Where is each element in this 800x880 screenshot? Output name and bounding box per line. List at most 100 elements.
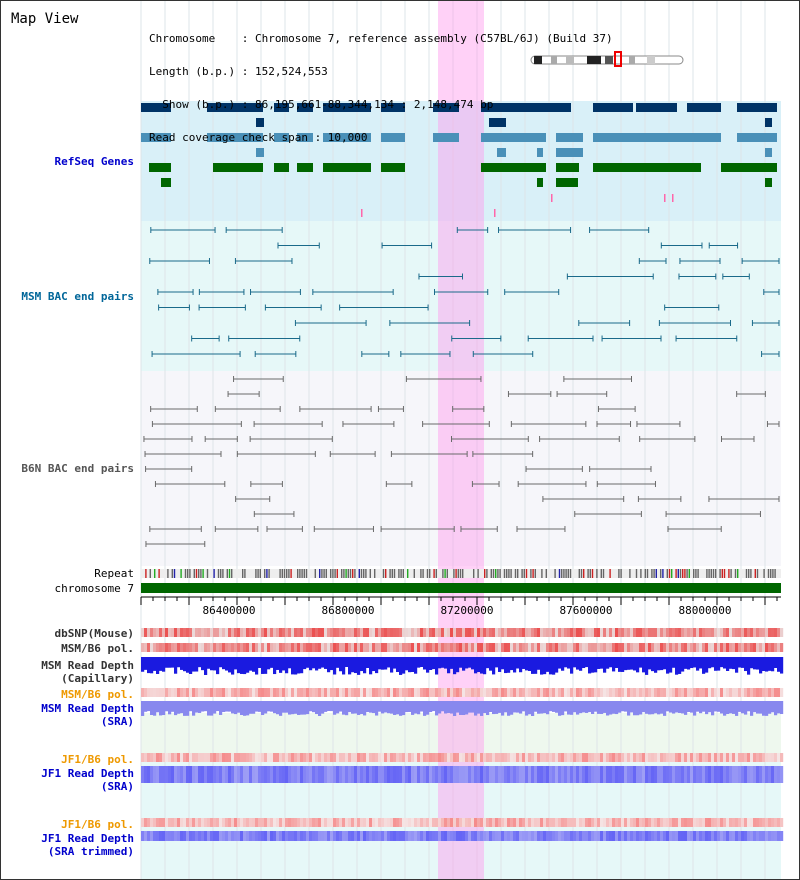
msm-pol-cell xyxy=(636,643,640,652)
msm-depth-cap-bar xyxy=(750,657,754,669)
region-info: Chromosome : Chromosome 7, reference ass… xyxy=(149,11,613,165)
dbsnp-cell xyxy=(765,628,769,637)
jf1-pol-cell xyxy=(549,753,553,762)
chromosome-ideogram[interactable] xyxy=(530,51,684,67)
msm-depth-cap-bar xyxy=(306,657,310,668)
repeat-feature xyxy=(202,569,204,578)
jf1-pol-cell xyxy=(489,753,493,762)
msm-pol-cell xyxy=(534,643,538,652)
dbsnp-cell xyxy=(270,628,274,637)
msm-sra-pol-cell xyxy=(735,688,739,697)
msm-depth-cap-bar xyxy=(450,657,454,669)
label-refseq-genes[interactable]: RefSeq Genes xyxy=(54,155,134,168)
jf1-trim-cell xyxy=(387,831,391,841)
label-msm-depth-capillary[interactable]: MSM Read Depth xyxy=(41,659,134,672)
jf1-pol2-cell xyxy=(495,818,499,827)
jf1-pol2-cell xyxy=(345,818,349,827)
msm-depth-cap-bar xyxy=(633,657,637,671)
jf1-pol2-cell xyxy=(348,818,352,827)
msm-sra-pol-cell xyxy=(453,688,457,697)
jf1-trim-cell xyxy=(546,831,550,841)
b6n-bac-track[interactable] xyxy=(143,376,780,547)
heatmap-tracks[interactable] xyxy=(141,628,784,841)
jf1-pol2-cell xyxy=(498,818,502,827)
msm-pol-cell xyxy=(258,643,262,652)
label-jf1-b6-pol[interactable]: JF1/B6 pol. xyxy=(61,753,134,766)
jf1-trim-cell xyxy=(657,831,661,841)
repeat-feature xyxy=(323,569,325,578)
dbsnp-cell xyxy=(648,628,652,637)
msm-depth-sra-bar xyxy=(684,701,688,715)
label-msm-b6-pol-sra[interactable]: MSM/B6 pol. xyxy=(61,688,134,701)
dbsnp-cell xyxy=(531,628,535,637)
repeat-feature xyxy=(180,569,182,578)
msm-pol-cell xyxy=(399,643,403,652)
jf1-pol2-cell xyxy=(714,818,718,827)
msm-sra-pol-cell xyxy=(531,688,535,697)
jf1-pol2-cell xyxy=(195,818,199,827)
msm-sra-pol-cell xyxy=(654,688,658,697)
label-jf1-depth-sra[interactable]: JF1 Read Depth xyxy=(41,767,134,780)
jf1-pol2-cell xyxy=(486,818,490,827)
jf1-pol2-cell xyxy=(204,818,208,827)
jf1-pol-cell xyxy=(555,753,559,762)
msm-depth-cap-bar xyxy=(675,657,679,675)
jf1-pol-cell xyxy=(687,753,691,762)
label-b6n-bac[interactable]: B6N BAC end pairs xyxy=(21,462,134,475)
msm-pol-cell xyxy=(672,643,676,652)
label-msm-b6-pol[interactable]: MSM/B6 pol. xyxy=(61,642,134,655)
label-msm-depth-sra[interactable]: MSM Read Depth xyxy=(41,702,134,715)
msm-pol-cell xyxy=(441,643,445,652)
jf1-trim-cell xyxy=(630,831,634,841)
gene-feature xyxy=(161,178,171,187)
msm-depth-sra-bar xyxy=(441,701,445,712)
dbsnp-cell xyxy=(516,628,520,637)
dbsnp-cell xyxy=(351,628,355,637)
jf1-depth-cell xyxy=(774,766,778,783)
jf1-trim-cell xyxy=(747,831,751,841)
msm-depth-cap-bar xyxy=(753,657,757,670)
jf1-pol2-cell xyxy=(696,818,700,827)
label-jf1-b6-pol-2[interactable]: JF1/B6 pol. xyxy=(61,818,134,831)
msm-pol-cell xyxy=(759,643,763,652)
msm-sra-pol-cell xyxy=(234,688,238,697)
msm-depth-cap-bar xyxy=(495,657,499,668)
msm-pol-cell xyxy=(522,643,526,652)
selection-highlight[interactable] xyxy=(438,1,484,880)
repeat-track[interactable] xyxy=(145,569,776,578)
chromosome-bar[interactable] xyxy=(141,583,781,593)
jf1-depth-cell xyxy=(438,766,442,783)
jf1-depth-cell xyxy=(225,766,229,783)
msm-depth-sra-bar xyxy=(744,701,748,715)
dbsnp-cell xyxy=(156,628,160,637)
jf1-pol2-cell xyxy=(438,818,442,827)
refseq-genes-track[interactable] xyxy=(141,103,777,217)
jf1-depth-cell xyxy=(357,766,361,783)
msm-bac-track[interactable] xyxy=(149,227,780,357)
msm-depth-cap-bar xyxy=(444,657,448,669)
label-dbsnp[interactable]: dbSNP(Mouse) xyxy=(54,627,134,640)
msm-sra-pol-cell xyxy=(696,688,700,697)
jf1-trim-cell xyxy=(594,831,598,841)
gene-feature xyxy=(381,103,405,112)
jf1-trim-cell xyxy=(219,831,223,841)
msm-pol-cell xyxy=(696,643,700,652)
jf1-pol2-cell xyxy=(372,818,376,827)
msm-depth-sra-bar xyxy=(264,701,268,714)
jf1-trim-cell xyxy=(204,831,208,841)
dbsnp-cell xyxy=(735,628,739,637)
msm-depth-sra-bar xyxy=(549,701,553,712)
jf1-trim-cell xyxy=(372,831,376,841)
jf1-trim-cell xyxy=(168,831,172,841)
dbsnp-cell xyxy=(333,628,337,637)
msm-depth-cap-bar xyxy=(384,657,388,670)
msm-depth-sra-bar xyxy=(324,701,328,712)
label-msm-bac[interactable]: MSM BAC end pairs xyxy=(21,290,134,303)
jf1-pol-cell xyxy=(201,753,205,762)
msm-depth-cap-bar xyxy=(237,657,241,674)
repeat-feature xyxy=(580,569,583,578)
repeat-feature xyxy=(666,569,668,578)
jf1-trim-cell xyxy=(162,831,166,841)
jf1-pol-cell xyxy=(639,753,643,762)
label-jf1-depth-trimmed[interactable]: JF1 Read Depth xyxy=(41,832,134,845)
